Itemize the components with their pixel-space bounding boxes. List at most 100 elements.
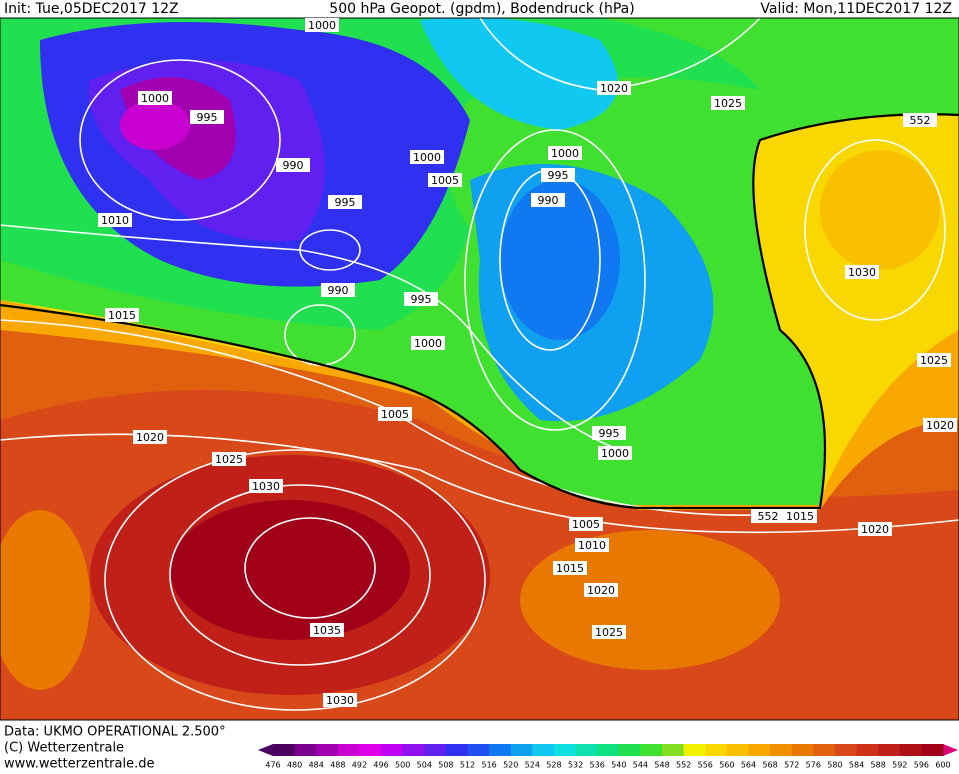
isobar-label-box — [249, 479, 283, 493]
color-swatch — [489, 744, 512, 756]
isobar-label: 990 — [538, 194, 559, 207]
scale-label: 596 — [914, 761, 929, 770]
isobar-label: 1025 — [595, 626, 623, 639]
scale-label: 532 — [568, 761, 583, 770]
color-swatch — [618, 744, 641, 756]
scale-label: 536 — [590, 761, 605, 770]
isobar-label: 1010 — [101, 214, 129, 227]
isobar-label-box — [321, 283, 355, 297]
color-swatch — [510, 744, 533, 756]
scale-label: 520 — [503, 761, 518, 770]
isobar-label-box — [404, 292, 438, 306]
isobar-label: 1000 — [414, 337, 442, 350]
color-swatch — [878, 744, 901, 756]
isobar-label-box — [917, 353, 951, 367]
color-swatch — [467, 744, 490, 756]
scale-label: 476 — [265, 761, 280, 770]
scale-label: 600 — [935, 761, 950, 770]
isobar-label: 995 — [599, 427, 620, 440]
scale-label: 524 — [525, 761, 540, 770]
isobar-label: 1020 — [600, 82, 628, 95]
isobar-label: 1020 — [861, 523, 889, 536]
scale-label: 560 — [719, 761, 734, 770]
isobar-label-box — [411, 336, 445, 350]
color-swatch — [316, 744, 339, 756]
isobar-label-box — [569, 517, 603, 531]
color-swatch — [294, 744, 317, 756]
isobar-label-box — [592, 426, 626, 440]
isobar-label: 1010 — [578, 539, 606, 552]
color-swatch — [791, 744, 814, 756]
isobar-label-box — [575, 538, 609, 552]
scale-label: 576 — [806, 761, 821, 770]
isobar-label: 1035 — [313, 624, 341, 637]
scale-label: 592 — [892, 761, 907, 770]
isobar-label-box — [711, 96, 745, 110]
isobar-label: 995 — [335, 196, 356, 209]
color-swatch — [748, 744, 771, 756]
copyright: (C) Wetterzentrale — [4, 741, 124, 756]
color-swatch — [921, 744, 944, 756]
color-swatch — [445, 744, 469, 756]
color-swatch — [597, 744, 620, 756]
scale-label: 544 — [633, 761, 648, 770]
isobar-label: 1025 — [215, 453, 243, 466]
scale-label: 492 — [352, 761, 367, 770]
isobar-label: 552 — [758, 510, 779, 523]
isobar-label: 1015 — [556, 562, 584, 575]
scale-label: 516 — [481, 761, 496, 770]
scale-label: 540 — [611, 761, 626, 770]
map-frame — [0, 17, 959, 721]
isobar-label-box — [323, 693, 357, 707]
isobar-label-box — [310, 623, 344, 637]
isobar-label: 1000 — [601, 447, 629, 460]
scale-label: 504 — [417, 761, 432, 770]
scale-label: 580 — [827, 761, 842, 770]
isobar-label-box — [190, 110, 224, 124]
scale-label: 500 — [395, 761, 410, 770]
scale-label: 480 — [287, 761, 302, 770]
scale-label: 568 — [762, 761, 777, 770]
isobar-label: 1025 — [714, 97, 742, 110]
isobar-label-box — [858, 522, 892, 536]
color-swatch — [553, 744, 577, 756]
isobar-label-box — [751, 509, 785, 523]
isobar-label: 1005 — [381, 408, 409, 421]
color-swatch — [770, 744, 793, 756]
scale-label: 496 — [373, 761, 388, 770]
color-swatch — [337, 744, 360, 756]
color-swatch — [834, 744, 858, 756]
isobar-label-box — [597, 81, 631, 95]
isobar-label-box — [328, 195, 362, 209]
scale-label: 564 — [741, 761, 756, 770]
scale-label: 588 — [871, 761, 886, 770]
isobar-label-box — [845, 265, 879, 279]
scale-arrow-right — [943, 744, 958, 756]
color-swatch — [575, 744, 598, 756]
isobar-label: 1005 — [431, 174, 459, 187]
isobar-label: 990 — [283, 159, 304, 172]
color-swatch — [899, 744, 922, 756]
isobar-label-box — [428, 173, 462, 187]
isobar-label: 1015 — [786, 510, 814, 523]
scale-label: 556 — [698, 761, 713, 770]
isobar-label: 1000 — [141, 92, 169, 105]
isobar-label-box — [592, 625, 626, 639]
isobar-label-box — [276, 158, 310, 172]
isobar-label: 1015 — [108, 309, 136, 322]
color-swatch — [532, 744, 555, 756]
scale-label: 488 — [330, 761, 345, 770]
isobar-label-box — [548, 146, 582, 160]
color-swatch — [726, 744, 749, 756]
isobar-label-box — [138, 91, 172, 105]
isobar-label-box — [133, 430, 167, 444]
isobar-label-box — [598, 446, 632, 460]
color-swatch — [273, 744, 296, 756]
isobar-label-box — [212, 452, 246, 466]
isobar-label: 990 — [328, 284, 349, 297]
color-swatch — [402, 744, 425, 756]
isobar-label: 1030 — [326, 694, 354, 707]
isobar-label-box — [903, 113, 937, 127]
isobar-label: 1030 — [848, 266, 876, 279]
